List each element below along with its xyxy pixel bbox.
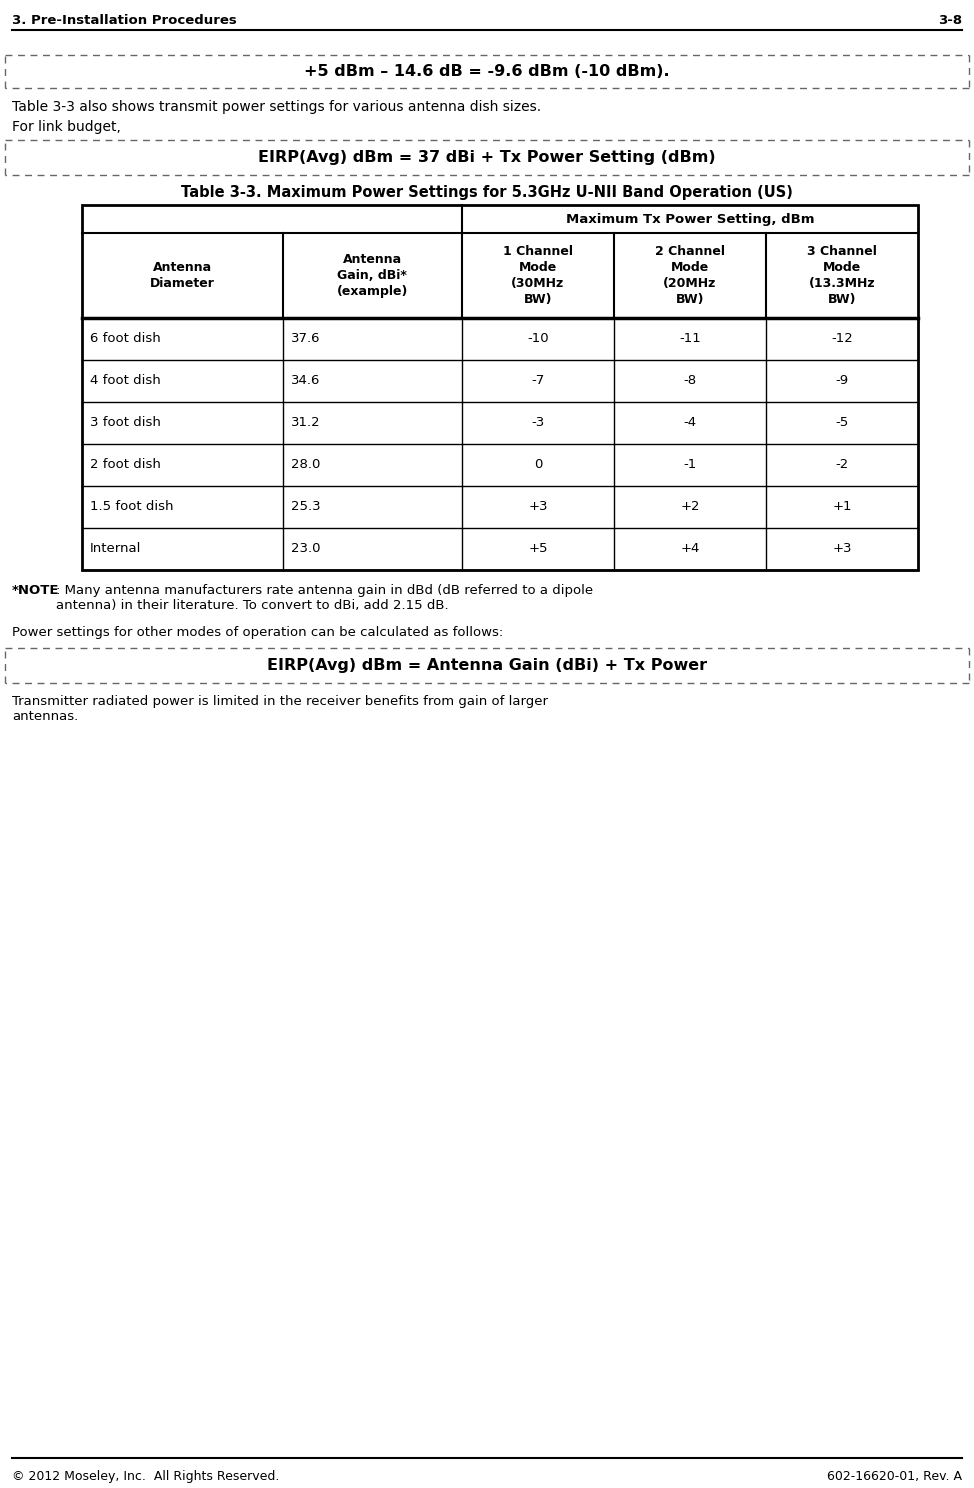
- Text: Transmitter radiated power is limited in the receiver benefits from gain of larg: Transmitter radiated power is limited in…: [12, 695, 548, 723]
- Text: +3: +3: [832, 543, 851, 555]
- Text: Table 3-3. Maximum Power Settings for 5.3GHz U-NII Band Operation (US): Table 3-3. Maximum Power Settings for 5.…: [181, 185, 793, 199]
- Text: -12: -12: [831, 332, 853, 345]
- Text: 0: 0: [534, 458, 543, 472]
- Text: EIRP(Avg) dBm = 37 dBi + Tx Power Setting (dBm): EIRP(Avg) dBm = 37 dBi + Tx Power Settin…: [258, 150, 716, 165]
- Text: +1: +1: [832, 500, 851, 513]
- Text: -5: -5: [836, 417, 848, 430]
- Text: 6 foot dish: 6 foot dish: [90, 332, 161, 345]
- Text: 1 Channel
Mode
(30MHz
BW): 1 Channel Mode (30MHz BW): [503, 246, 573, 307]
- Text: 4 foot dish: 4 foot dish: [90, 375, 161, 387]
- Text: Maximum Tx Power Setting, dBm: Maximum Tx Power Setting, dBm: [566, 213, 814, 226]
- Text: 28.0: 28.0: [291, 458, 320, 472]
- Text: 3-8: 3-8: [938, 13, 962, 27]
- Text: 2 foot dish: 2 foot dish: [90, 458, 161, 472]
- Text: Table 3-3 also shows transmit power settings for various antenna dish sizes.: Table 3-3 also shows transmit power sett…: [12, 100, 542, 115]
- Text: © 2012 Moseley, Inc.  All Rights Reserved.: © 2012 Moseley, Inc. All Rights Reserved…: [12, 1470, 280, 1484]
- Text: +5: +5: [528, 543, 547, 555]
- Text: : Many antenna manufacturers rate antenna gain in dBd (dB referred to a dipole
a: : Many antenna manufacturers rate antenn…: [56, 583, 593, 612]
- Text: -9: -9: [836, 375, 848, 387]
- Text: Internal: Internal: [90, 543, 141, 555]
- Text: +2: +2: [680, 500, 699, 513]
- Text: -4: -4: [684, 417, 696, 430]
- Text: *NOTE: *NOTE: [12, 583, 59, 597]
- Text: +4: +4: [680, 543, 699, 555]
- Text: 3 foot dish: 3 foot dish: [90, 417, 161, 430]
- Text: -8: -8: [684, 375, 696, 387]
- Text: -3: -3: [532, 417, 544, 430]
- Text: +3: +3: [528, 500, 547, 513]
- Text: 23.0: 23.0: [291, 543, 320, 555]
- Text: Antenna
Gain, dBi*
(example): Antenna Gain, dBi* (example): [337, 253, 408, 298]
- Text: -2: -2: [836, 458, 848, 472]
- Text: EIRP(Avg) dBm = Antenna Gain (dBi) + Tx Power: EIRP(Avg) dBm = Antenna Gain (dBi) + Tx …: [267, 658, 707, 673]
- Text: 2 Channel
Mode
(20MHz
BW): 2 Channel Mode (20MHz BW): [655, 246, 725, 307]
- Text: 3 Channel
Mode
(13.3MHz
BW): 3 Channel Mode (13.3MHz BW): [807, 246, 877, 307]
- Text: Antenna
Diameter: Antenna Diameter: [150, 260, 215, 290]
- Text: 3. Pre-Installation Procedures: 3. Pre-Installation Procedures: [12, 13, 237, 27]
- Text: -7: -7: [532, 375, 544, 387]
- Text: +5 dBm – 14.6 dB = -9.6 dBm (-10 dBm).: +5 dBm – 14.6 dB = -9.6 dBm (-10 dBm).: [304, 64, 670, 79]
- Bar: [82, 205, 918, 570]
- Text: 34.6: 34.6: [291, 375, 320, 387]
- Text: -1: -1: [684, 458, 696, 472]
- Text: 602-16620-01, Rev. A: 602-16620-01, Rev. A: [827, 1470, 962, 1484]
- Text: -11: -11: [679, 332, 701, 345]
- Text: -10: -10: [527, 332, 548, 345]
- Text: 25.3: 25.3: [291, 500, 320, 513]
- Text: 37.6: 37.6: [291, 332, 320, 345]
- Text: 31.2: 31.2: [291, 417, 320, 430]
- Text: 1.5 foot dish: 1.5 foot dish: [90, 500, 173, 513]
- Text: For link budget,: For link budget,: [12, 121, 121, 134]
- Text: Power settings for other modes of operation can be calculated as follows:: Power settings for other modes of operat…: [12, 626, 504, 638]
